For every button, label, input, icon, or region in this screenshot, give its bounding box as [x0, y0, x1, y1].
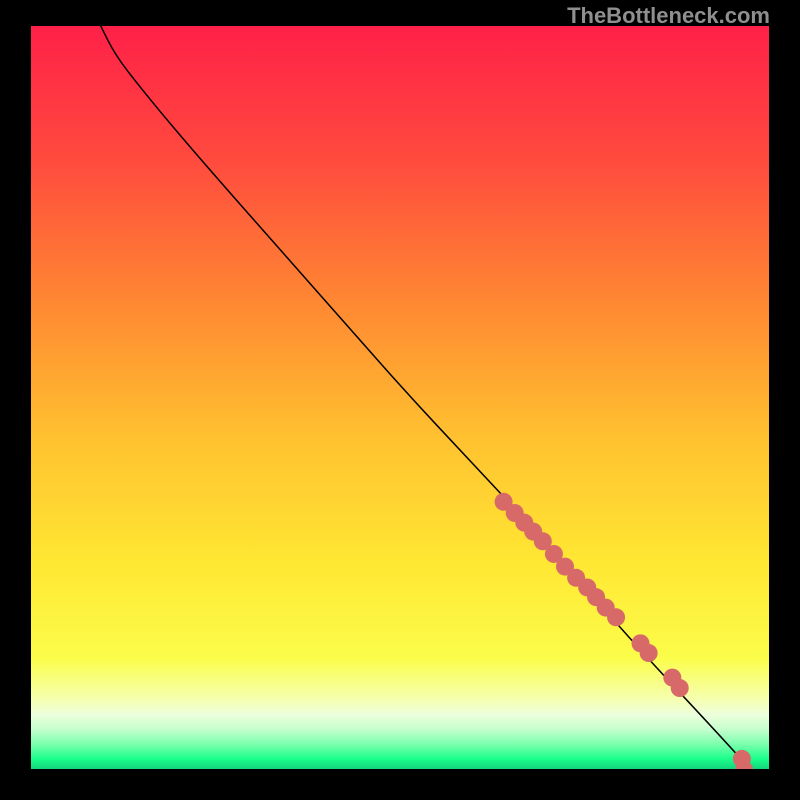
data-marker [607, 608, 625, 626]
bottleneck-chart [0, 0, 800, 800]
stage: TheBottleneck.com [0, 0, 800, 800]
data-marker [671, 679, 689, 697]
plot-background [30, 25, 770, 770]
watermark-label: TheBottleneck.com [567, 3, 770, 29]
data-marker [640, 644, 658, 662]
